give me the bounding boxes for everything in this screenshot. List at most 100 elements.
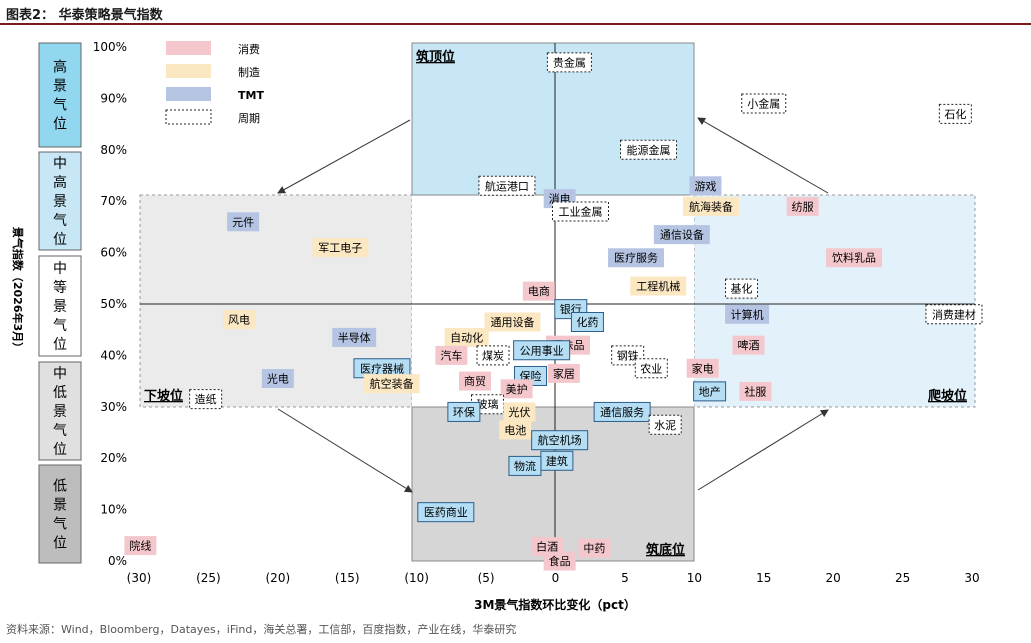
data-point: 医药商业: [417, 502, 475, 523]
point-label: 工业金属: [558, 204, 602, 218]
point-label: 公用事业: [520, 344, 564, 357]
point-box: [925, 304, 983, 325]
x-tick-label: 15: [756, 571, 771, 585]
axis-ticks: (30) (25) (20) (15) (10) (5) 0 5 10 15 20 25 30 0% 10%…: [93, 40, 980, 585]
point-box: [634, 358, 668, 379]
point-label: 社服: [744, 384, 766, 398]
legend-label-cycle: 周期: [238, 112, 260, 125]
data-point: 消费建材: [925, 304, 983, 325]
data-point: 白酒: [531, 537, 564, 557]
point-box: [417, 502, 475, 523]
data-point: 农业: [634, 358, 668, 379]
point-label: 航空机场: [538, 433, 582, 447]
legend-label-tmt: TMT: [238, 89, 264, 102]
data-point: 物流: [508, 455, 542, 476]
point-box: [570, 311, 604, 332]
data-point: 电商: [522, 281, 555, 301]
point-label: 通信设备: [660, 228, 704, 242]
zone-name-climb: 爬坡位: [927, 388, 967, 404]
legend-swatch-tmt: [166, 87, 211, 101]
data-point: 食品: [543, 551, 576, 571]
arrow-climb-to-top: [697, 117, 829, 194]
point-box: [476, 345, 510, 366]
point-label: 能源金属: [627, 143, 671, 157]
data-point: 建筑: [540, 450, 574, 471]
point-label: 环保: [453, 405, 475, 419]
point-box: [825, 248, 882, 268]
data-point: 饮料乳品: [825, 248, 882, 268]
point-box: [693, 381, 727, 402]
point-label: 电商: [528, 284, 550, 298]
y-tick-label: 40%: [100, 348, 127, 362]
point-label: 光伏: [508, 405, 530, 419]
point-box: [124, 536, 157, 556]
y-tick-label: 30%: [100, 400, 127, 414]
point-box: [543, 551, 576, 571]
point-box: [531, 430, 589, 451]
point-box: [227, 212, 260, 232]
point-label: 商贸: [464, 374, 486, 388]
point-label: 物流: [514, 459, 536, 473]
data-point: 航空装备: [363, 374, 420, 394]
point-box: [435, 345, 468, 365]
point-box: [261, 369, 294, 389]
point-label: 游戏: [694, 180, 716, 193]
point-box: [522, 281, 555, 301]
data-point: 造纸: [189, 389, 223, 410]
point-label: 贵金属: [553, 55, 586, 69]
level-label-mid: 中等景气位: [53, 261, 67, 353]
point-label: 水泥: [654, 419, 676, 432]
point-box: [547, 363, 580, 383]
level-label-low: 低景气位: [53, 479, 67, 552]
data-point: 通信服务: [593, 401, 651, 422]
point-box: [332, 327, 377, 347]
point-box: [500, 379, 533, 399]
point-box: [630, 276, 687, 296]
point-label: 半导体: [338, 330, 371, 344]
level-box-mid: [38, 255, 82, 357]
data-point: 环保: [447, 401, 481, 422]
point-box: [484, 312, 541, 332]
point-box: [312, 237, 369, 257]
point-label: 煤炭: [482, 349, 504, 362]
data-point: 计算机: [725, 304, 770, 324]
y-axis-label: 景气指数（2026年3月）: [11, 226, 25, 353]
point-label: 饮料乳品: [832, 251, 876, 265]
legend-label-manufacturing: 制造: [238, 65, 260, 79]
x-tick-label: 5: [621, 571, 629, 585]
arrow-down-to-bottom: [277, 408, 413, 493]
data-point: 风电: [222, 309, 255, 329]
legend-swatch-consumption: [166, 41, 211, 55]
data-point: 工程机械: [630, 276, 687, 296]
point-box: [508, 455, 542, 476]
data-point: 光伏: [503, 402, 536, 422]
title-rule: [0, 23, 1031, 25]
point-label: 院线: [129, 539, 151, 553]
data-point: 家电: [686, 358, 719, 378]
data-point: 基化: [725, 278, 759, 299]
x-tick-label: 20: [826, 571, 841, 585]
y-tick-label: 100%: [93, 40, 127, 54]
point-box: [578, 538, 611, 558]
y-tick-label: 60%: [100, 246, 127, 260]
data-point: 美护: [500, 379, 533, 399]
point-label: 汽车: [440, 348, 462, 362]
data-point: 游戏: [689, 176, 722, 196]
point-label: 玻璃: [476, 397, 498, 411]
data-point: 家居: [547, 363, 580, 383]
point-label: 地产: [699, 384, 721, 398]
point-label: 航海装备: [689, 199, 733, 213]
data-point: 航运港口: [478, 175, 536, 196]
point-box: [531, 537, 564, 557]
point-label: 化药: [576, 315, 598, 329]
point-label: 医疗服务: [614, 251, 658, 265]
data-point: 自动化: [444, 327, 489, 347]
y-tick-label: 50%: [100, 297, 127, 311]
zone-name-down: 下坡位: [144, 388, 183, 404]
point-label: 啤酒: [737, 338, 759, 352]
point-label: 造纸: [195, 392, 217, 406]
data-point: 贵金属: [546, 52, 592, 73]
y-tick-label: 70%: [100, 194, 127, 208]
point-box: [786, 196, 819, 216]
point-label: 航空装备: [370, 377, 414, 391]
